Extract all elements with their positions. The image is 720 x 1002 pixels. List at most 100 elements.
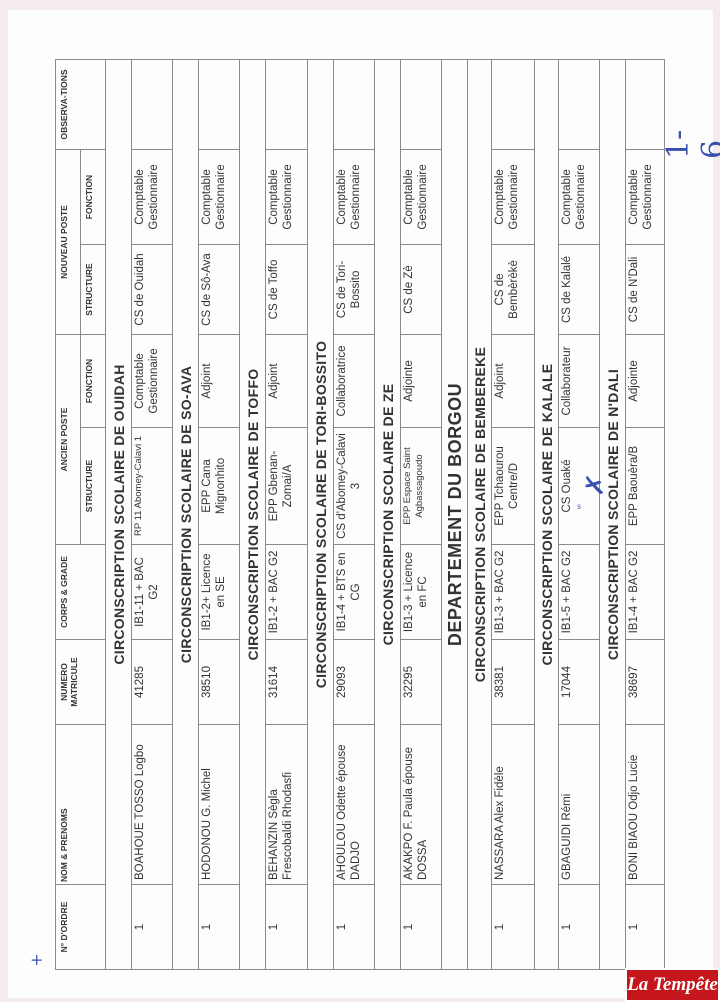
cell-nouveau-fonction: Comptable Gestionnaire xyxy=(625,149,665,245)
section-row: CIRCONSCRIPTION SCOLAIRE DE ZE xyxy=(374,59,401,970)
table-row: 1 AHOULOU Odette épouse DADJO 29093 IB1-4 +… xyxy=(333,59,375,970)
section-title: CIRCONSCRIPTION SCOLAIRE DE TOFFO xyxy=(239,59,266,970)
cell-observations xyxy=(491,59,535,150)
handwritten-page-mark: 1-6 xyxy=(661,129,720,159)
cell-corps: IB1-4 + BTS en CG xyxy=(333,544,375,640)
cell-observations xyxy=(625,59,665,150)
cell-ancien-fonction: Collaboratrice xyxy=(333,334,375,428)
assignment-table: N° D'ORDRE NOM & PRENOMS NUMERO MATRICUL… xyxy=(55,59,665,970)
cell-corps: IB1-4 + BAC G2 xyxy=(625,544,665,640)
cell-ancien-fonction: Adjoint xyxy=(491,334,535,428)
cell-ancien-structure: CS d'Abomey-Calavi 3 xyxy=(333,427,375,545)
cell-observations xyxy=(333,59,375,150)
rotated-table-wrapper: N° D'ORDRE NOM & PRENOMS NUMERO MATRICUL… xyxy=(55,59,665,970)
cell-observations xyxy=(400,59,442,150)
la-tempete-logo: La Tempête xyxy=(625,968,720,1002)
cell-ordre: 1 xyxy=(198,884,240,970)
cell-nouveau-structure: CS de Ouidah xyxy=(131,244,173,335)
table-row: 1 GBAGUIDI Rémi 17044 IB1-5 + BAC G2 CS Ouak… xyxy=(558,59,600,970)
cell-corps: IB1-3 + BAC G2 xyxy=(491,544,535,640)
cell-nouveau-structure: CS de Toffo xyxy=(265,244,308,335)
cell-matricule: 38381 xyxy=(491,639,535,725)
cell-nouveau-fonction: Comptable Gestionnaire xyxy=(333,149,375,245)
cell-nom: AKAKPO F. Paula épouse DOSSA xyxy=(400,724,442,885)
cell-ancien-fonction: Adjoint xyxy=(198,334,240,428)
cell-corps: IB1-2 + BAC G2 xyxy=(265,544,308,640)
logo-text: La Tempête xyxy=(627,974,718,995)
cell-nouveau-fonction: Comptable Gestionnaire xyxy=(400,149,442,245)
cell-nouveau-structure: CS de Kalalé xyxy=(558,244,600,335)
cell-ancien-fonction: Collaborateur xyxy=(558,334,600,428)
section-title: CIRCONSCRIPTION SCOLAIRE DE BEMBEREKE xyxy=(467,59,492,970)
table-row: 1 BONI BIAOU Odjo Lucie 38697 IB1-4 + BAC G… xyxy=(625,59,665,970)
section-title: CIRCONSCRIPTION SCOLAIRE DE OUIDAH xyxy=(105,59,132,970)
cell-matricule: 38697 xyxy=(625,639,665,725)
cell-ancien-fonction: Comptable Gestionnaire xyxy=(131,334,173,428)
header-matricule: NUMERO MATRICULE xyxy=(55,639,106,725)
cell-nouveau-fonction: Comptable Gestionnaire xyxy=(265,149,308,245)
header-ancien-fonction: FONCTION xyxy=(80,334,106,428)
header-ancien-structure: STRUCTURE xyxy=(80,427,106,545)
cell-ordre: 1 xyxy=(491,884,535,970)
header-nouveau-structure: STRUCTURE xyxy=(80,244,106,335)
document-page xyxy=(8,10,713,998)
section-row: CIRCONSCRIPTION SCOLAIRE DE KALALE xyxy=(534,59,559,970)
cell-nouveau-fonction: Comptable Gestionnaire xyxy=(198,149,240,245)
header-nouveau-poste: NOUVEAU POSTE xyxy=(55,149,81,335)
cell-nom: GBAGUIDI Rémi xyxy=(558,724,600,885)
header-ordre: N° D'ORDRE xyxy=(55,884,106,970)
cell-observations xyxy=(265,59,308,150)
department-row: DEPARTEMENT DU BORGOU xyxy=(441,59,468,970)
section-row: CIRCONSCRIPTION SCOLAIRE DE OUIDAH xyxy=(105,59,132,970)
section-row: CIRCONSCRIPTION SCOLAIRE DE TOFFO xyxy=(239,59,266,970)
section-title: CIRCONSCRIPTION SCOLAIRE DE SO-AVA xyxy=(172,59,199,970)
cell-ancien-structure: EPP Baouèra/B xyxy=(625,427,665,545)
header-observations: OBSERVA-TIONS xyxy=(55,59,106,150)
cell-ordre: 1 xyxy=(333,884,375,970)
cell-nouveau-structure: CS de Tori-Bossito xyxy=(333,244,375,335)
handwritten-initials-letter: s xyxy=(577,502,582,511)
section-row: CIRCONSCRIPTION SCOLAIRE DE N'DALI xyxy=(599,59,626,970)
department-title: DEPARTEMENT DU BORGOU xyxy=(441,59,468,970)
header-nouveau-fonction: FONCTION xyxy=(80,149,106,245)
cell-ordre: 1 xyxy=(400,884,442,970)
cell-ancien-structure: EPP Gbenan-Zomai/A xyxy=(265,427,308,545)
cell-observations xyxy=(198,59,240,150)
cell-nom: NASSARA Alex Fidèle xyxy=(491,724,535,885)
cell-ancien-fonction: Adjoint xyxy=(265,334,308,428)
cell-ordre: 1 xyxy=(625,884,665,970)
cell-ordre: 1 xyxy=(131,884,173,970)
cell-ancien-structure: EPP Espace Saint Agbassagoudo xyxy=(400,427,442,545)
cell-matricule: 29093 xyxy=(333,639,375,725)
cell-ordre: 1 xyxy=(558,884,600,970)
header-ancien-poste: ANCIEN POSTE xyxy=(55,334,81,545)
cell-nom: BOAHOUE TOSSO Logbo xyxy=(131,724,173,885)
cell-corps: IB1-3 + Licence en FC xyxy=(400,544,442,640)
cell-observations xyxy=(558,59,600,150)
cell-matricule: 38510 xyxy=(198,639,240,725)
cell-nouveau-fonction: Comptable Gestionnaire xyxy=(491,149,535,245)
cell-nouveau-structure: CS de N'Dali xyxy=(625,244,665,335)
section-title: CIRCONSCRIPTION SCOLAIRE DE N'DALI xyxy=(599,59,626,970)
cell-observations xyxy=(131,59,173,150)
cell-nom: AHOULOU Odette épouse DADJO xyxy=(333,724,375,885)
section-row: CIRCONSCRIPTION SCOLAIRE DE BEMBEREKE xyxy=(467,59,492,970)
table-row: 1 HODONOU G. Michel 38510 IB1-2+ Licence en… xyxy=(198,59,240,970)
cell-matricule: 32295 xyxy=(400,639,442,725)
ink-mark: + xyxy=(30,950,44,969)
cell-ancien-fonction: Adjointe xyxy=(625,334,665,428)
cell-nom: BEHANZIN Sègla Frescobaldi Rhodasfi xyxy=(265,724,308,885)
cell-nom: BONI BIAOU Odjo Lucie xyxy=(625,724,665,885)
table-row: 1 BEHANZIN Sègla Frescobaldi Rhodasfi 3161… xyxy=(265,59,308,970)
cell-corps: IB1-2+ Licence en SE xyxy=(198,544,240,640)
cell-matricule: 17044 xyxy=(558,639,600,725)
cell-ancien-structure: EPP Cana Mignonhito xyxy=(198,427,240,545)
section-title: CIRCONSCRIPTION SCOLAIRE DE ZE xyxy=(374,59,401,970)
section-title: CIRCONSCRIPTION SCOLAIRE DE TORI-BOSSITO xyxy=(307,59,334,970)
section-row: CIRCONSCRIPTION SCOLAIRE DE TORI-BOSSITO xyxy=(307,59,334,970)
cell-corps: IB1-5 + BAC G2 xyxy=(558,544,600,640)
cell-nouveau-fonction: Comptable Gestionnaire xyxy=(558,149,600,245)
table-row: 1 NASSARA Alex Fidèle 38381 IB1-3 + BAC G2 E… xyxy=(491,59,535,970)
cell-nouveau-structure: CS de Bembèrèkè xyxy=(491,244,535,335)
cell-nouveau-structure: CS de Zè xyxy=(400,244,442,335)
